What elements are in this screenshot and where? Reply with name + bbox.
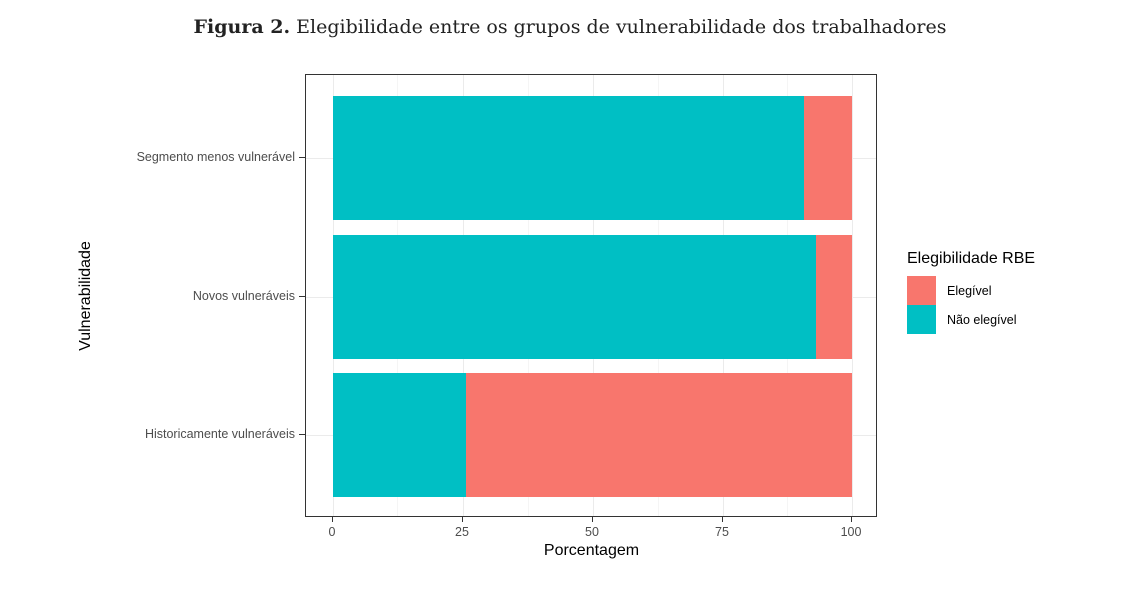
figure-title: Figura 2. Elegibilidade entre os grupos …	[0, 16, 1140, 38]
x-tick-mark	[722, 517, 723, 522]
x-tick-label: 75	[715, 525, 729, 539]
bar-historicamente-vulneraveis	[333, 373, 852, 497]
bar-segment-elegivel	[804, 96, 852, 220]
y-tick-mark	[299, 434, 305, 435]
legend-label: Não elegível	[947, 312, 1017, 327]
x-tick-mark	[592, 517, 593, 522]
grid-line-100	[852, 75, 853, 516]
x-axis-label: Porcentagem	[543, 542, 640, 559]
y-tick-mark	[299, 296, 305, 297]
y-tick-label: Historicamente vulneráveis	[144, 427, 295, 441]
legend-swatch-elegivel	[907, 276, 936, 305]
bar-segment-nao-elegivel	[333, 235, 817, 359]
x-tick-label: 100	[840, 525, 862, 539]
bar-segment-nao-elegivel	[333, 373, 466, 497]
x-tick-mark	[332, 517, 333, 522]
x-tick-mark	[462, 517, 463, 522]
bar-segment-nao-elegivel	[333, 96, 805, 220]
figure-title-text: Elegibilidade entre os grupos de vulnera…	[290, 16, 947, 38]
legend-item-elegivel: Elegível	[907, 276, 1035, 305]
legend-item-nao-elegivel: Não elegível	[907, 305, 1035, 334]
legend: Elegibilidade RBE Elegível Não elegível	[907, 250, 1035, 334]
bar-segment-elegivel	[816, 235, 852, 359]
bar-novos-vulneraveis	[333, 235, 852, 359]
legend-label: Elegível	[947, 283, 992, 298]
bar-segmento-menos-vulneravel	[333, 96, 852, 220]
plot-panel	[305, 74, 877, 517]
bar-segment-elegivel	[465, 373, 852, 497]
y-tick-mark	[299, 157, 305, 158]
x-tick-label: 25	[455, 525, 469, 539]
y-axis-label: Vulnerabilidade	[77, 241, 94, 351]
x-tick-mark	[851, 517, 852, 522]
legend-swatch-nao-elegivel	[907, 305, 936, 334]
legend-title: Elegibilidade RBE	[907, 250, 1036, 267]
x-tick-label: 50	[585, 525, 599, 539]
y-tick-label: Segmento menos vulnerável	[136, 150, 295, 164]
x-tick-label: 0	[328, 525, 336, 539]
y-tick-label: Novos vulneráveis	[192, 289, 295, 303]
figure-title-prefix: Figura 2.	[193, 16, 291, 38]
